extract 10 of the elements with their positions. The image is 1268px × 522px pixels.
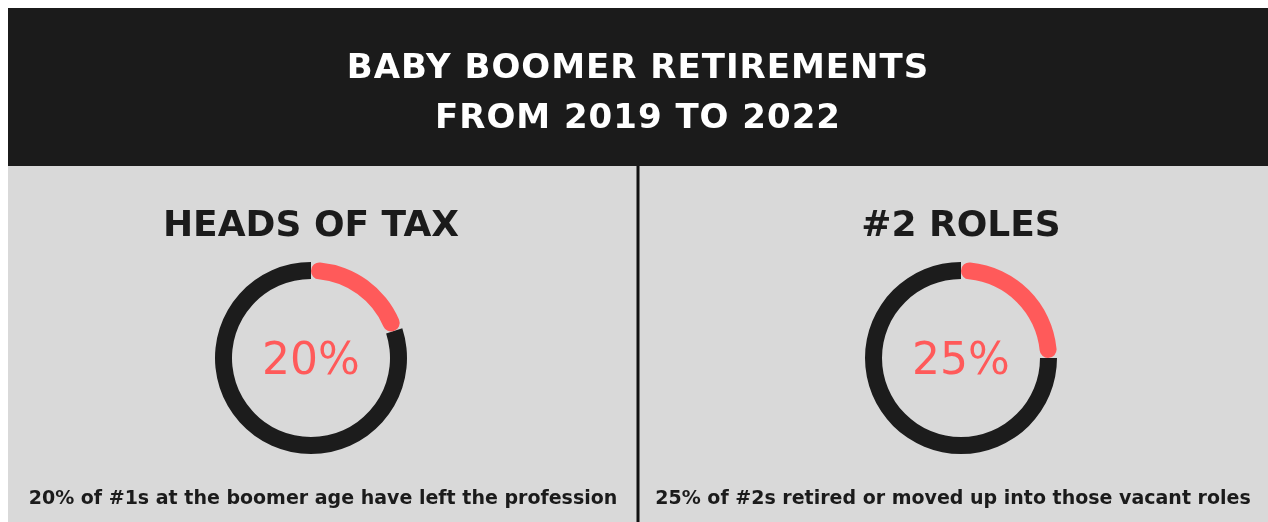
text: 20% of #1s at the boomer age have left the profession	[28, 486, 618, 508]
chart-title: HEADS OF TAX	[162, 203, 460, 244]
donut-slice	[311, 262, 400, 332]
donut-slice	[215, 262, 407, 454]
text: 20%	[262, 333, 360, 384]
donut-slice	[865, 262, 1057, 454]
text: 25%	[912, 333, 1010, 384]
text: BABY BOOMER RETIREMENTS FROM 2019 TO 2022	[346, 46, 930, 136]
text: 25% of #2s retired or moved up into those vacant roles	[655, 486, 1251, 508]
chart-title: #2 ROLES	[861, 203, 1061, 244]
